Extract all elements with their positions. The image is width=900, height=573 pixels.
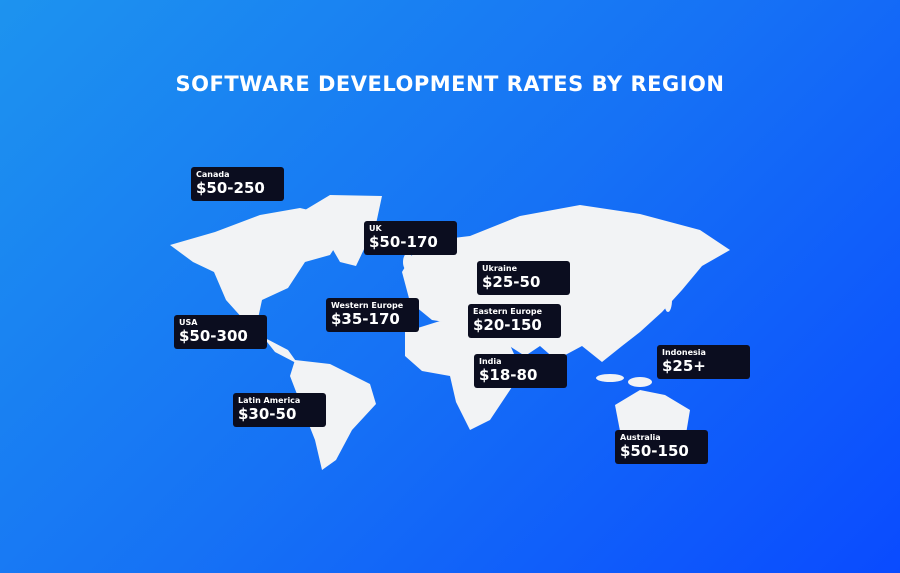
rate-label: Western Europe $35-170 [326,298,419,332]
region-name: India [479,357,502,366]
rate-value: $50-170 [369,233,438,251]
region-name: Western Europe [331,301,404,310]
indonesia-island [596,374,624,382]
region-name: Australia [620,433,661,442]
rate-value: $50-150 [620,442,689,460]
rate-value: $30-50 [238,405,297,423]
region-name: Canada [196,170,230,179]
rate-label: Ukraine $25-50 [477,261,570,295]
region-name: Latin America [238,396,301,405]
rate-label: Indonesia $25+ [657,345,750,379]
rate-value: $25-50 [482,273,541,291]
region-name: Indonesia [662,348,706,357]
south-america [290,360,376,470]
rate-label: India $18-80 [474,354,567,388]
region-name: Eastern Europe [473,307,543,316]
rate-value: $20-150 [473,316,542,334]
north-america [170,208,345,364]
rate-value: $18-80 [479,366,538,384]
australia [615,390,690,441]
greenland [305,195,382,266]
africa [405,321,522,430]
rate-value: $50-250 [196,179,265,197]
uk-island [403,253,413,271]
japan [664,288,672,312]
rate-value: $25+ [662,357,706,375]
rate-value: $50-300 [179,327,248,345]
rate-label: Canada $50-250 [191,167,284,201]
rate-label: UK $50-170 [364,221,457,255]
region-name: Ukraine [482,264,518,273]
rate-value: $35-170 [331,310,400,328]
rate-label: Latin America $30-50 [233,393,326,427]
rate-label: Australia $50-150 [615,430,708,464]
region-name: USA [179,318,198,327]
title: SOFTWARE DEVELOPMENT RATES BY REGION [175,72,725,96]
rate-label: USA $50-300 [174,315,267,349]
rate-label: Eastern Europe $20-150 [468,304,561,338]
region-name: UK [369,224,382,233]
indonesia-island [628,377,652,387]
